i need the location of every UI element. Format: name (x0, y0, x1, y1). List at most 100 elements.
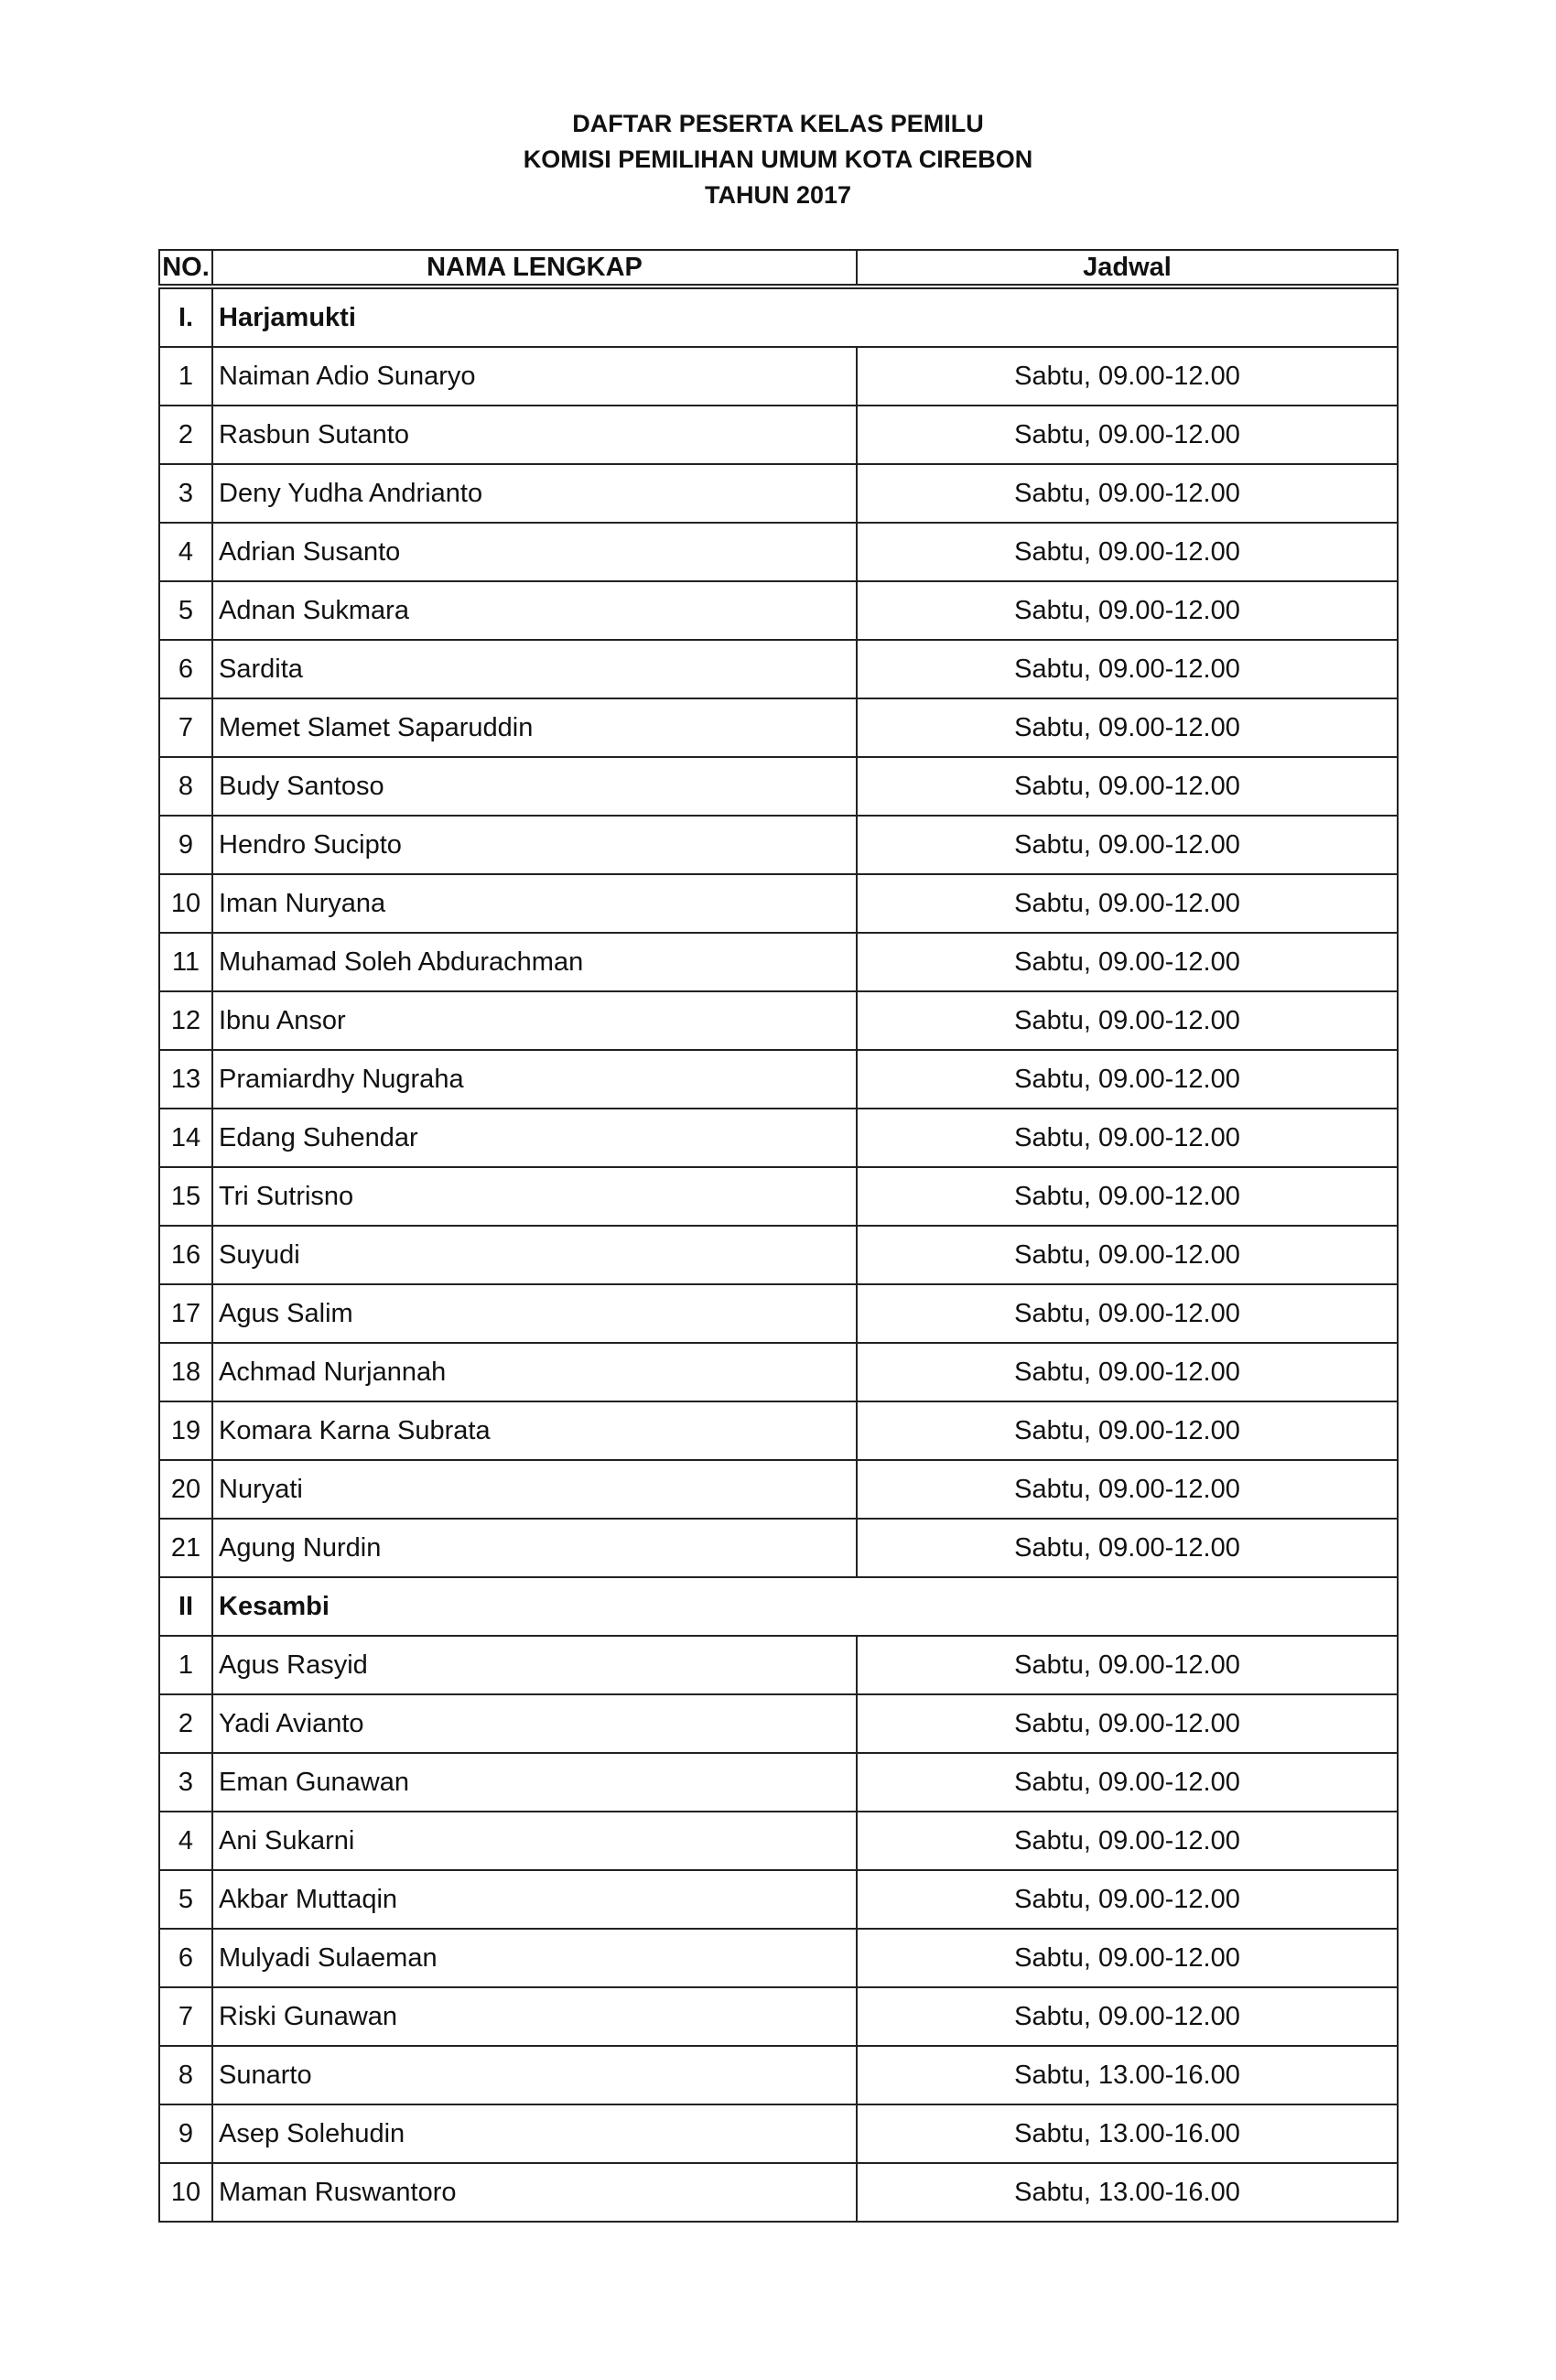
row-number: 21 (158, 1518, 213, 1578)
row-number: 7 (158, 698, 213, 758)
participant-name: Suyudi (211, 1225, 858, 1285)
table-row: 4 Adrian Susanto Sabtu, 09.00-12.00 (158, 522, 1399, 582)
participant-table: NO. NAMA LENGKAP Jadwal I. Harjamukti 1 N… (158, 249, 1399, 2223)
participant-name: Rasbun Sutanto (211, 405, 858, 465)
table-row: 5 Adnan Sukmara Sabtu, 09.00-12.00 (158, 580, 1399, 641)
row-number: 5 (158, 580, 213, 641)
participant-name: Hendro Sucipto (211, 815, 858, 875)
table-row: 17 Agus Salim Sabtu, 09.00-12.00 (158, 1283, 1399, 1344)
table-row: 15 Tri Sutrisno Sabtu, 09.00-12.00 (158, 1166, 1399, 1227)
table-row: 5 Akbar Muttaqin Sabtu, 09.00-12.00 (158, 1869, 1399, 1930)
row-number: 10 (158, 2162, 213, 2223)
row-number: 11 (158, 932, 213, 992)
table-row: 19 Komara Karna Subrata Sabtu, 09.00-12.… (158, 1401, 1399, 1461)
participant-name: Tri Sutrisno (211, 1166, 858, 1227)
participant-name: Achmad Nurjannah (211, 1342, 858, 1402)
row-number: 1 (158, 1635, 213, 1695)
participant-name: Iman Nuryana (211, 873, 858, 934)
participant-name: Muhamad Soleh Abdurachman (211, 932, 858, 992)
schedule: Sabtu, 09.00-12.00 (856, 815, 1399, 875)
schedule: Sabtu, 09.00-12.00 (856, 1459, 1399, 1520)
participant-name: Agung Nurdin (211, 1518, 858, 1578)
row-number: 19 (158, 1401, 213, 1461)
row-number: 12 (158, 990, 213, 1051)
table-row: 8 Sunarto Sabtu, 13.00-16.00 (158, 2045, 1399, 2105)
table-row: 18 Achmad Nurjannah Sabtu, 09.00-12.00 (158, 1342, 1399, 1402)
participant-name: Sunarto (211, 2045, 858, 2105)
row-number: 20 (158, 1459, 213, 1520)
table-row: 6 Sardita Sabtu, 09.00-12.00 (158, 639, 1399, 699)
row-number: 1 (158, 346, 213, 406)
row-number: 5 (158, 1869, 213, 1930)
schedule: Sabtu, 09.00-12.00 (856, 1811, 1399, 1871)
schedule: Sabtu, 09.00-12.00 (856, 1342, 1399, 1402)
table-row: 16 Suyudi Sabtu, 09.00-12.00 (158, 1225, 1399, 1285)
schedule: Sabtu, 09.00-12.00 (856, 1693, 1399, 1754)
schedule: Sabtu, 09.00-12.00 (856, 1869, 1399, 1930)
row-number: 6 (158, 639, 213, 699)
participant-name: Budy Santoso (211, 756, 858, 817)
schedule: Sabtu, 09.00-12.00 (856, 346, 1399, 406)
title-line-1: DAFTAR PESERTA KELAS PEMILU (572, 110, 984, 137)
row-number: 9 (158, 2104, 213, 2164)
row-number: 2 (158, 1693, 213, 1754)
header-no: NO. (158, 249, 213, 289)
participant-name: Adnan Sukmara (211, 580, 858, 641)
table-row: 14 Edang Suhendar Sabtu, 09.00-12.00 (158, 1108, 1399, 1168)
title-line-2: KOMISI PEMILIHAN UMUM KOTA CIREBON (523, 146, 1033, 173)
row-number: 4 (158, 522, 213, 582)
table-row: 7 Riski Gunawan Sabtu, 09.00-12.00 (158, 1986, 1399, 2047)
section-name: Kesambi (211, 1576, 1399, 1637)
participant-name: Maman Ruswantoro (211, 2162, 858, 2223)
document-title: DAFTAR PESERTA KELAS PEMILU KOMISI PEMIL… (0, 106, 1556, 213)
table-row: 8 Budy Santoso Sabtu, 09.00-12.00 (158, 756, 1399, 817)
schedule: Sabtu, 13.00-16.00 (856, 2162, 1399, 2223)
table-row: 10 Maman Ruswantoro Sabtu, 13.00-16.00 (158, 2162, 1399, 2223)
participant-name: Naiman Adio Sunaryo (211, 346, 858, 406)
schedule: Sabtu, 09.00-12.00 (856, 463, 1399, 524)
table-row: 3 Deny Yudha Andrianto Sabtu, 09.00-12.0… (158, 463, 1399, 524)
schedule: Sabtu, 09.00-12.00 (856, 1166, 1399, 1227)
table-row: 3 Eman Gunawan Sabtu, 09.00-12.00 (158, 1752, 1399, 1812)
schedule: Sabtu, 09.00-12.00 (856, 1283, 1399, 1344)
participant-name: Sardita (211, 639, 858, 699)
row-number: 3 (158, 1752, 213, 1812)
schedule: Sabtu, 09.00-12.00 (856, 1986, 1399, 2047)
row-number: 9 (158, 815, 213, 875)
participant-name: Memet Slamet Saparuddin (211, 698, 858, 758)
participant-name: Komara Karna Subrata (211, 1401, 858, 1461)
row-number: 16 (158, 1225, 213, 1285)
schedule: Sabtu, 13.00-16.00 (856, 2104, 1399, 2164)
row-number: 8 (158, 756, 213, 817)
row-number: 14 (158, 1108, 213, 1168)
row-number: 8 (158, 2045, 213, 2105)
row-number: 15 (158, 1166, 213, 1227)
schedule: Sabtu, 09.00-12.00 (856, 639, 1399, 699)
participant-name: Nuryati (211, 1459, 858, 1520)
table-row: 12 Ibnu Ansor Sabtu, 09.00-12.00 (158, 990, 1399, 1051)
schedule: Sabtu, 09.00-12.00 (856, 1401, 1399, 1461)
table-header-row: NO. NAMA LENGKAP Jadwal (158, 249, 1399, 289)
row-number: 18 (158, 1342, 213, 1402)
schedule: Sabtu, 13.00-16.00 (856, 2045, 1399, 2105)
schedule: Sabtu, 09.00-12.00 (856, 1928, 1399, 1988)
schedule: Sabtu, 09.00-12.00 (856, 873, 1399, 934)
section-row: I. Harjamukti (158, 286, 1399, 348)
row-number: 4 (158, 1811, 213, 1871)
title-line-3: TAHUN 2017 (704, 181, 852, 209)
table-row: 7 Memet Slamet Saparuddin Sabtu, 09.00-1… (158, 698, 1399, 758)
participant-name: Akbar Muttaqin (211, 1869, 858, 1930)
table-row: 20 Nuryati Sabtu, 09.00-12.00 (158, 1459, 1399, 1520)
table-row: 11 Muhamad Soleh Abdurachman Sabtu, 09.0… (158, 932, 1399, 992)
schedule: Sabtu, 09.00-12.00 (856, 932, 1399, 992)
section-number: I. (158, 286, 213, 348)
participant-name: Pramiardhy Nugraha (211, 1049, 858, 1109)
row-number: 10 (158, 873, 213, 934)
schedule: Sabtu, 09.00-12.00 (856, 1049, 1399, 1109)
schedule: Sabtu, 09.00-12.00 (856, 580, 1399, 641)
schedule: Sabtu, 09.00-12.00 (856, 1635, 1399, 1695)
participant-name: Edang Suhendar (211, 1108, 858, 1168)
participant-name: Mulyadi Sulaeman (211, 1928, 858, 1988)
participant-name: Ibnu Ansor (211, 990, 858, 1051)
header-name: NAMA LENGKAP (211, 249, 858, 289)
